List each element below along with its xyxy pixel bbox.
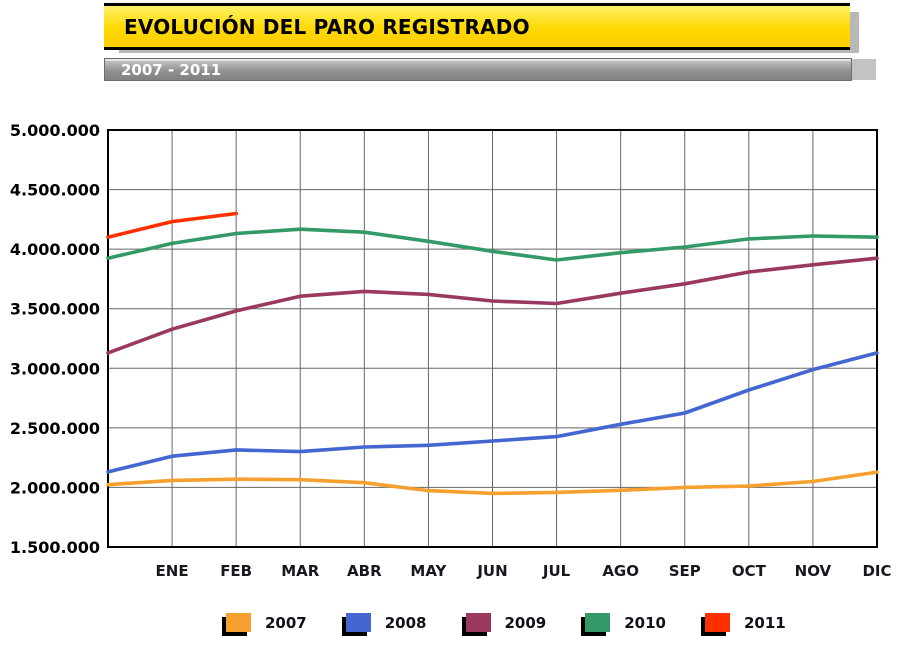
series-line-2008: [106, 351, 879, 474]
y-axis-tick-label: 4.500.000: [10, 181, 100, 200]
x-axis-month-label: MAR: [281, 562, 320, 580]
legend-item-2007: 2007: [226, 613, 307, 632]
plot-border: [107, 129, 878, 548]
page-subtitle: 2007 - 2011: [121, 60, 222, 79]
x-axis-month-label: SEP: [669, 562, 701, 580]
x-axis-month-label: DIC: [862, 562, 891, 580]
chart-legend: 2007 2008 2009 2010 2011: [226, 613, 786, 632]
legend-item-2010: 2010: [585, 613, 666, 632]
legend-label: 2007: [265, 613, 307, 632]
paro-line-chart: 1.500.000 2.000.000 2.500.000 3.000.000 3.50…: [10, 121, 892, 580]
legend-label: 2010: [624, 613, 666, 632]
legend-item-2008: 2008: [345, 613, 427, 632]
y-axis-tick-label: 2.000.000: [10, 478, 100, 497]
y-axis-tick-label: 3.500.000: [10, 300, 100, 319]
x-axis-month-label: JUN: [476, 562, 507, 580]
legend-key-swatch: [226, 613, 251, 632]
y-axis-tick-label: 4.000.000: [10, 240, 100, 259]
series-line-2007: [106, 470, 879, 496]
legend-key-swatch: [345, 613, 371, 632]
x-axis-month-label: OCT: [732, 562, 767, 580]
y-axis-tick-label: 1.500.000: [10, 538, 100, 557]
legend-key-swatch: [465, 613, 491, 632]
x-axis-month-label: MAY: [410, 562, 447, 580]
legend-key-swatch: [705, 613, 730, 632]
page-title: EVOLUCIÓN DEL PARO REGISTRADO: [124, 14, 530, 39]
legend-item-2011: 2011: [705, 613, 786, 632]
x-axis-month-label: FEB: [220, 562, 252, 580]
x-axis-month-label: ABR: [347, 562, 382, 580]
x-axis-month-label: NOV: [795, 562, 832, 580]
y-axis-tick-label: 3.000.000: [10, 359, 100, 378]
x-axis-month-label: AGO: [602, 562, 639, 580]
legend-item-2009: 2009: [465, 613, 547, 632]
legend-key-swatch: [585, 613, 611, 632]
legend-label: 2009: [504, 613, 547, 632]
x-axis-month-label: JUL: [542, 562, 571, 580]
y-axis-tick-label: 5.000.000: [10, 121, 100, 140]
y-axis-tick-label: 2.500.000: [10, 419, 100, 438]
series-line-2011: [106, 211, 238, 239]
series-line-2010: [106, 227, 879, 262]
title-banner: EVOLUCIÓN DEL PARO REGISTRADO: [104, 3, 850, 50]
x-axis-month-label: ENE: [156, 562, 189, 580]
subtitle-banner: 2007 - 2011: [104, 58, 852, 81]
series-line-2009: [106, 256, 879, 355]
legend-label: 2008: [384, 613, 427, 632]
legend-label: 2011: [744, 613, 786, 632]
